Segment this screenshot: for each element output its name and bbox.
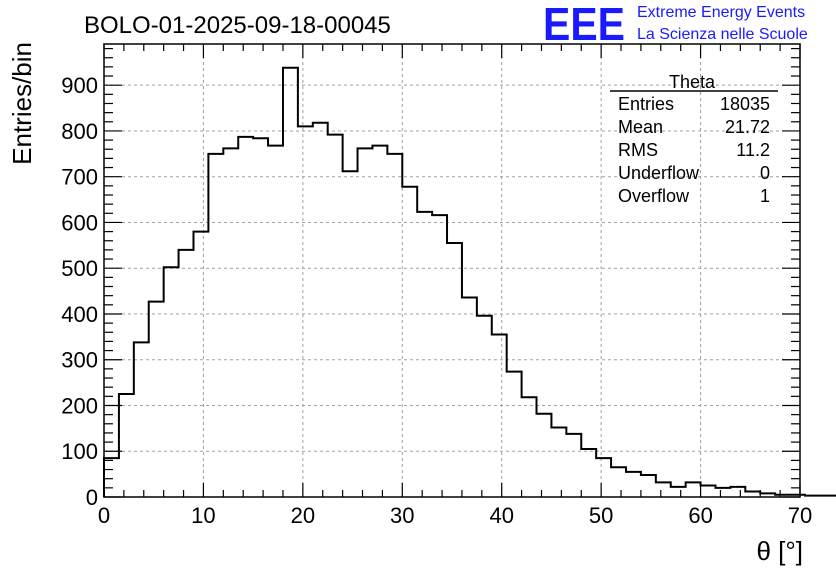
- y-tick-label: 700: [61, 165, 98, 190]
- y-tick-label: 100: [61, 439, 98, 464]
- axis-ticks: [103, 44, 801, 498]
- y-tick-label: 200: [61, 393, 98, 418]
- y-tick-label: 300: [61, 348, 98, 373]
- x-tick-label: 20: [291, 503, 315, 528]
- stats-label: Mean: [618, 117, 663, 137]
- x-axis-label: θ [°]: [756, 536, 803, 566]
- y-tick-labels: 0 100 200 300 400 500 600 700 800 900: [61, 73, 98, 510]
- x-tick-label: 50: [589, 503, 613, 528]
- stats-label: Entries: [618, 94, 674, 114]
- grid-lines: [104, 44, 800, 497]
- x-tick-label: 30: [390, 503, 414, 528]
- stats-label: Underflow: [618, 163, 700, 183]
- eee-logo: EEE: [543, 0, 625, 50]
- stats-label: RMS: [618, 140, 658, 160]
- y-tick-label: 600: [61, 210, 98, 235]
- x-tick-labels: 0 10 20 30 40 50 60 70: [98, 503, 812, 528]
- stats-box: Theta Entries 18035 Mean 21.72 RMS 11.2 Underf…: [610, 72, 778, 206]
- plot-frame: [103, 43, 801, 498]
- stats-value: 0: [760, 163, 770, 183]
- y-tick-label: 0: [86, 485, 98, 510]
- y-tick-label: 800: [61, 119, 98, 144]
- x-tick-label: 0: [98, 503, 110, 528]
- stats-rows: Entries 18035 Mean 21.72 RMS 11.2 Underflow 0 Ov…: [618, 94, 770, 206]
- stats-title: Theta: [669, 72, 716, 92]
- chart-title: BOLO-01-2025-09-18-00045: [84, 12, 391, 39]
- brand-line-2: La Scienza nelle Scuole: [637, 26, 808, 43]
- y-axis-label: Entries/bin: [7, 42, 37, 165]
- stats-value: 1: [760, 186, 770, 206]
- x-tick-label: 60: [688, 503, 712, 528]
- brand-line-1: Extreme Energy Events: [637, 4, 805, 21]
- y-tick-label: 400: [61, 302, 98, 327]
- x-tick-label: 10: [191, 503, 215, 528]
- y-tick-label: 500: [61, 256, 98, 281]
- x-tick-label: 70: [788, 503, 812, 528]
- stats-label: Overflow: [618, 186, 690, 206]
- stats-value: 21.72: [725, 117, 770, 137]
- x-tick-label: 40: [489, 503, 513, 528]
- y-tick-label: 900: [61, 73, 98, 98]
- stats-value: 11.2: [736, 140, 770, 160]
- stats-value: 18035: [720, 94, 770, 114]
